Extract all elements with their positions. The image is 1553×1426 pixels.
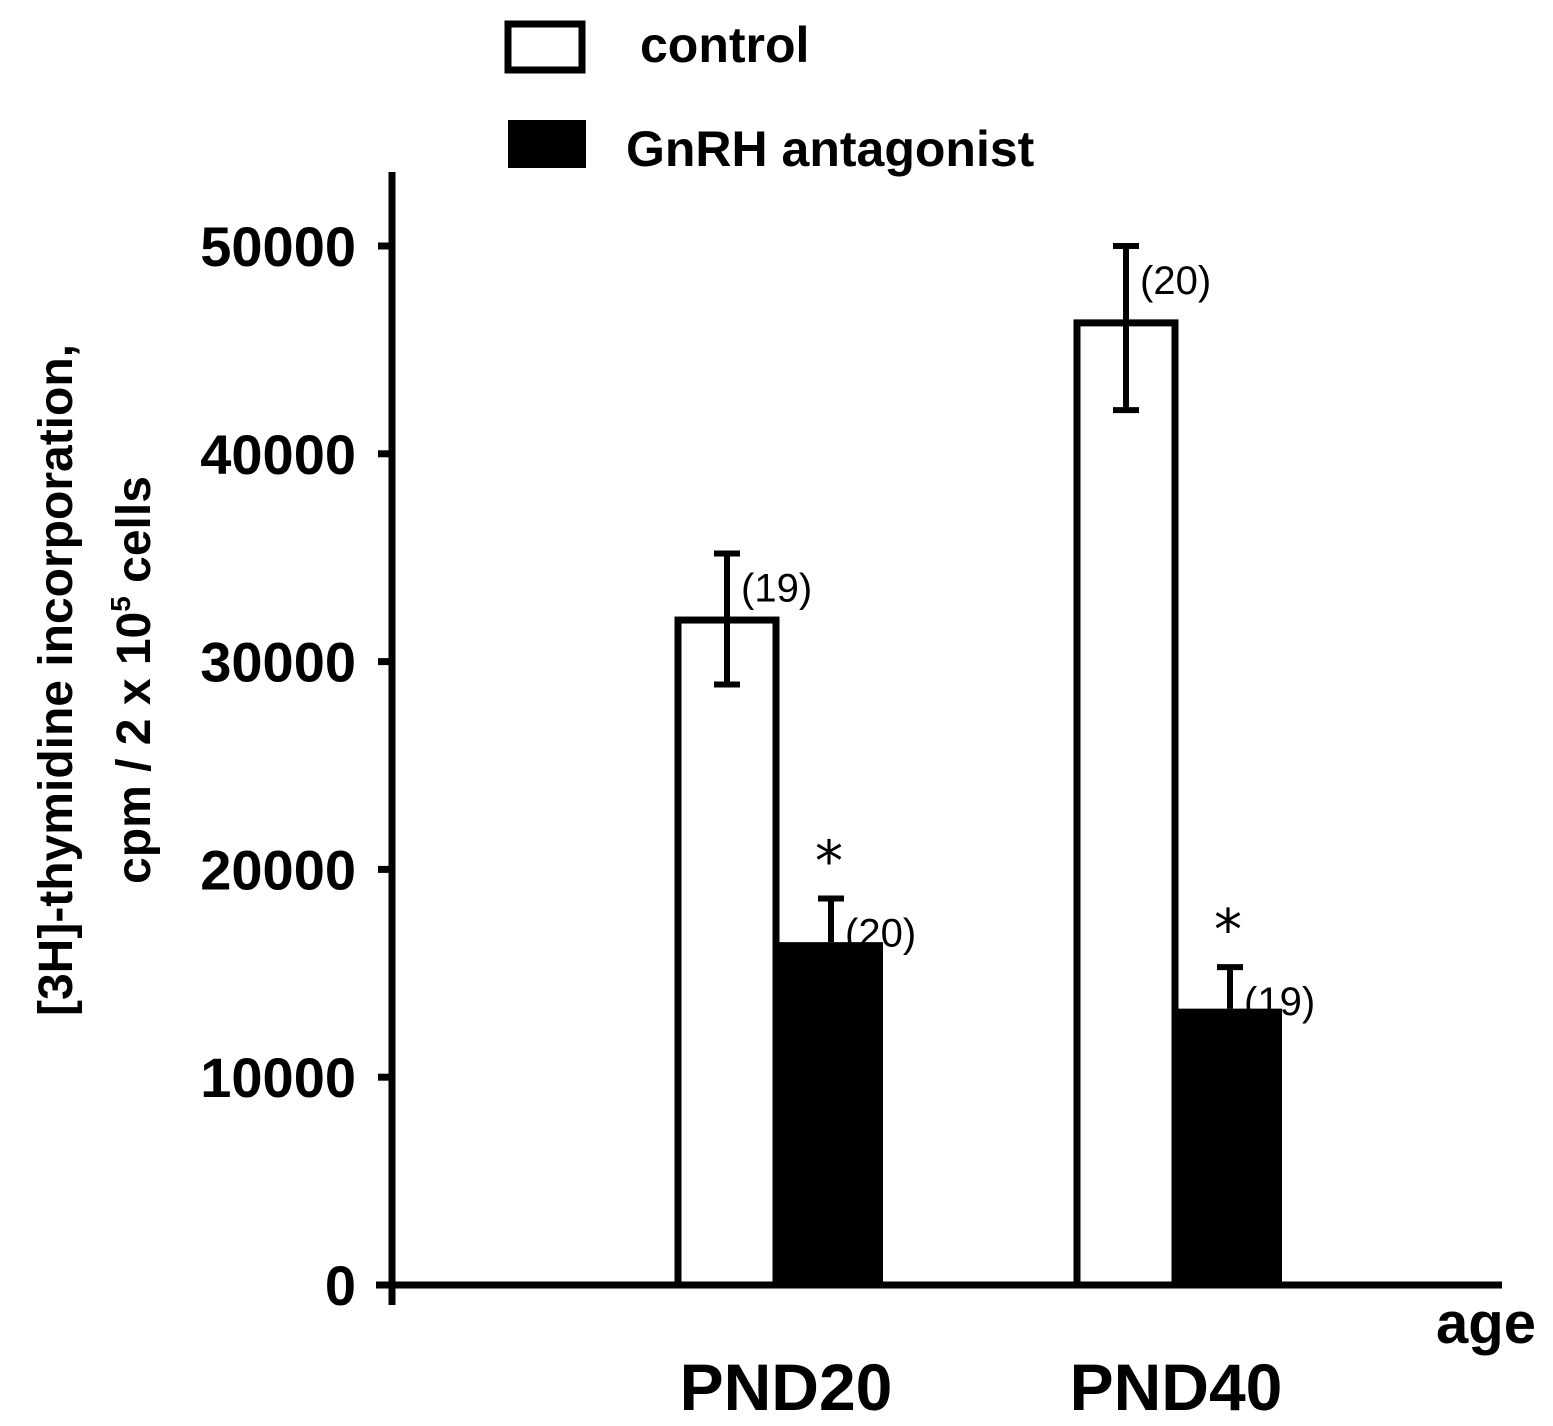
legend: control GnRH antagonist	[504, 17, 1035, 177]
bar-control-pnd20	[674, 616, 780, 1289]
legend-swatch-control	[504, 20, 586, 74]
y-axis-label: [3H]-thymidine incorporation, cpm / 2 x …	[30, 344, 161, 1016]
legend-label-gnrh: GnRH antagonist	[626, 121, 1035, 177]
bar-gnrh-pnd20	[779, 942, 883, 1285]
y-axis-label-line2-end: cells	[108, 476, 161, 596]
y-tick-label: 0	[325, 1254, 356, 1317]
y-tick-label: 40000	[200, 423, 356, 486]
y-tick-label: 10000	[200, 1046, 356, 1109]
significance-marker: *	[815, 829, 843, 894]
category-label-pnd20: PND20	[680, 1350, 893, 1424]
y-axis-label-line2-main: cpm / 2 x 10	[108, 612, 161, 884]
significance-marker: *	[1214, 898, 1242, 963]
legend-label-control: control	[640, 17, 809, 73]
n-label: (19)	[1244, 980, 1315, 1024]
y-axis-label-line2: cpm / 2 x 105 cells	[105, 476, 161, 884]
category-label-pnd40: PND40	[1070, 1350, 1283, 1424]
y-ticks: 0 10000 20000 30000 40000 50000	[200, 215, 392, 1317]
bar-gnrh-pnd40	[1178, 1008, 1282, 1285]
y-axis-label-superscript: 5	[105, 596, 136, 612]
x-axis-label: age	[1436, 1291, 1536, 1356]
legend-swatch-gnrh	[508, 120, 586, 168]
n-label: (20)	[1140, 259, 1211, 303]
n-label: (20)	[845, 911, 916, 955]
bar-control-pnd40	[1073, 319, 1179, 1289]
bars: (19)(20)(20)*(19)*	[674, 243, 1315, 1289]
y-tick-label: 30000	[200, 631, 356, 694]
y-tick-label: 20000	[200, 838, 356, 901]
n-label: (19)	[741, 567, 812, 611]
y-tick-label: 50000	[200, 215, 356, 278]
y-axis-label-line1: [3H]-thymidine incorporation,	[30, 344, 83, 1016]
